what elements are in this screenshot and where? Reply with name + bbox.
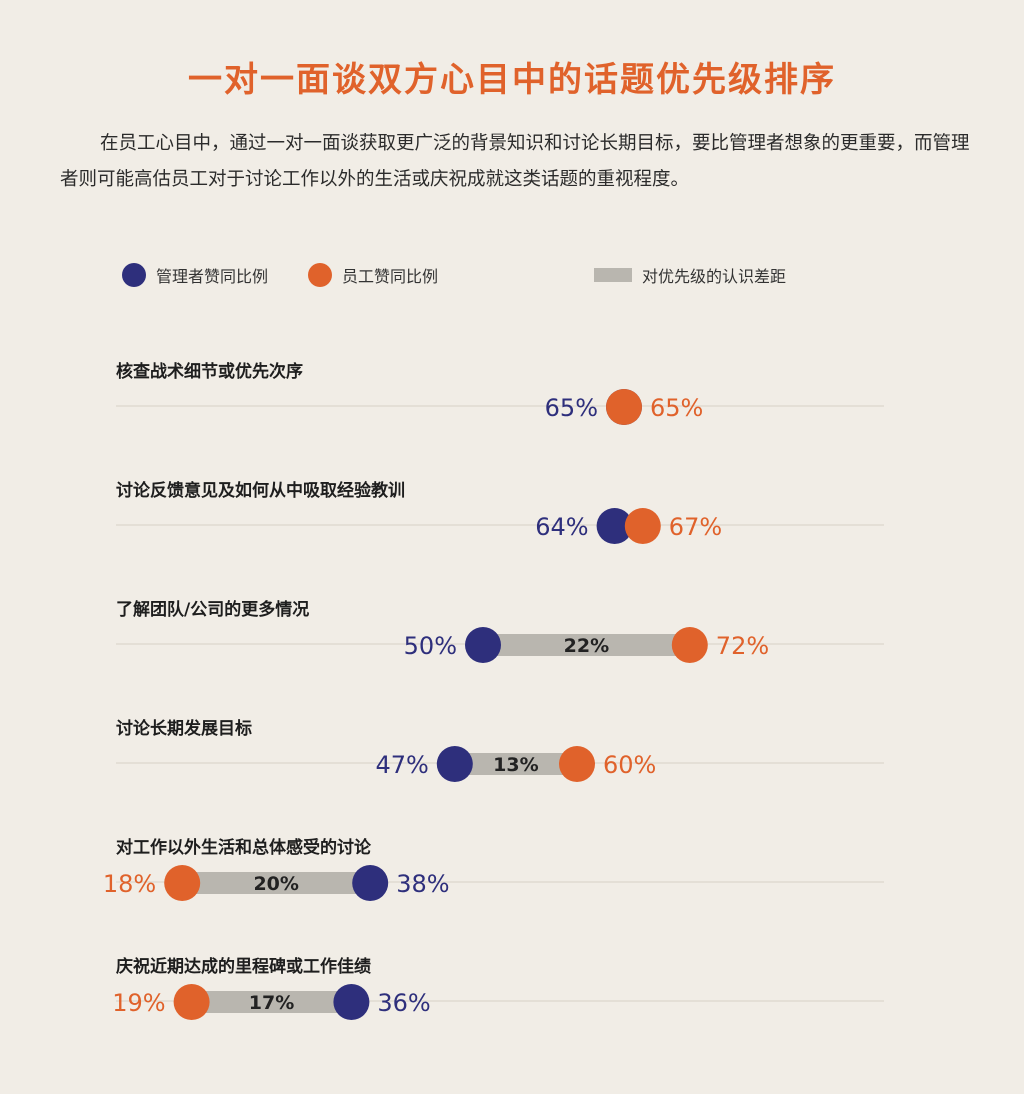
legend-gap-swatch [594, 268, 632, 282]
employee-dot [606, 389, 642, 425]
legend-employee-label: 员工赞同比例 [342, 267, 439, 286]
gap-bar [191, 991, 352, 1013]
employee-dot [173, 984, 210, 1020]
employee-value-label: 72% [716, 632, 769, 660]
intro-paragraph: 在员工心目中，通过一对一面谈获取更广泛的背景知识和讨论长期目标，要比管理者想象的… [60, 133, 970, 190]
manager-dot [596, 508, 633, 544]
manager-dot [352, 865, 389, 901]
employee-value-label: 60% [603, 751, 656, 779]
gap-label: 13% [493, 754, 538, 776]
legend-employee: 员工赞同比例 [308, 262, 438, 288]
legend-gap-label: 对优先级的认识差距 [642, 267, 787, 286]
row-label: 庆祝近期达成的里程碑或工作佳绩 [116, 956, 371, 977]
employee-dot [164, 865, 201, 901]
manager-value-label: 36% [377, 989, 430, 1017]
gap-label: 17% [249, 992, 294, 1014]
gap-bar [454, 753, 577, 775]
manager-dot [465, 627, 501, 663]
manager-value-label: 65% [545, 394, 598, 422]
employee-value-label: 67% [669, 513, 722, 541]
row-label: 讨论长期发展目标 [116, 718, 252, 739]
employee-value-label: 65% [650, 394, 703, 422]
employee-dot [671, 627, 708, 663]
manager-dot [436, 746, 473, 782]
gap-bar [182, 872, 371, 894]
chart-title: 一对一面谈双方心目中的话题优先级排序 [188, 60, 836, 100]
legend-gap: 对优先级的认识差距 [594, 262, 786, 288]
manager-dot [333, 984, 370, 1020]
legend-manager-label: 管理者赞同比例 [156, 267, 269, 286]
gap-label: 20% [253, 873, 298, 895]
manager-value-label: 47% [375, 751, 428, 779]
gap-label: 22% [564, 635, 609, 657]
row-label: 了解团队/公司的更多情况 [116, 599, 309, 620]
legend-employee-swatch [308, 263, 332, 287]
legend-manager: 管理者赞同比例 [122, 262, 268, 288]
legend-manager-swatch [122, 263, 146, 287]
gap-bar [483, 634, 690, 656]
manager-value-label: 64% [535, 513, 588, 541]
manager-value-label: 50% [404, 632, 457, 660]
row-label: 核查战术细节或优先次序 [116, 361, 303, 382]
employee-dot [559, 746, 595, 782]
employee-dot [624, 508, 661, 544]
row-label: 对工作以外生活和总体感受的讨论 [116, 837, 372, 858]
employee-value-label: 19% [112, 989, 165, 1017]
manager-value-label: 38% [396, 870, 449, 898]
employee-value-label: 18% [103, 870, 156, 898]
row-label: 讨论反馈意见及如何从中吸取经验教训 [116, 480, 405, 501]
